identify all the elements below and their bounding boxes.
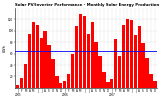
Bar bbox=[59, 83, 63, 88]
Bar bbox=[51, 59, 55, 88]
Y-axis label: kWh: kWh bbox=[3, 44, 7, 52]
Bar bbox=[36, 25, 39, 88]
Bar bbox=[98, 56, 102, 88]
Bar bbox=[149, 74, 153, 88]
Bar bbox=[153, 81, 156, 88]
Bar bbox=[16, 85, 19, 88]
Bar bbox=[130, 20, 133, 88]
Bar bbox=[91, 22, 94, 88]
Text: Solar PV/Inverter Performance - Monthly Solar Energy Production: Solar PV/Inverter Performance - Monthly … bbox=[15, 3, 160, 7]
Bar bbox=[134, 35, 137, 88]
Bar bbox=[114, 39, 117, 88]
Bar bbox=[145, 58, 149, 88]
Bar bbox=[32, 22, 35, 88]
Bar bbox=[67, 74, 70, 88]
Bar bbox=[79, 14, 82, 88]
Bar bbox=[138, 26, 141, 88]
Bar bbox=[106, 82, 109, 88]
Bar bbox=[47, 45, 51, 88]
Bar bbox=[24, 64, 27, 88]
Bar bbox=[126, 19, 129, 88]
Bar bbox=[83, 16, 86, 88]
Bar bbox=[110, 79, 113, 88]
Bar bbox=[44, 31, 47, 88]
Bar bbox=[20, 78, 23, 88]
Bar bbox=[94, 42, 98, 88]
Bar bbox=[122, 25, 125, 88]
Bar bbox=[40, 38, 43, 88]
Bar bbox=[141, 43, 145, 88]
Bar bbox=[87, 34, 90, 88]
Bar bbox=[28, 34, 31, 88]
Bar bbox=[55, 76, 59, 88]
Bar bbox=[102, 72, 106, 88]
Bar bbox=[118, 56, 121, 88]
Bar bbox=[71, 54, 74, 88]
Bar bbox=[75, 26, 78, 88]
Bar bbox=[63, 81, 66, 88]
